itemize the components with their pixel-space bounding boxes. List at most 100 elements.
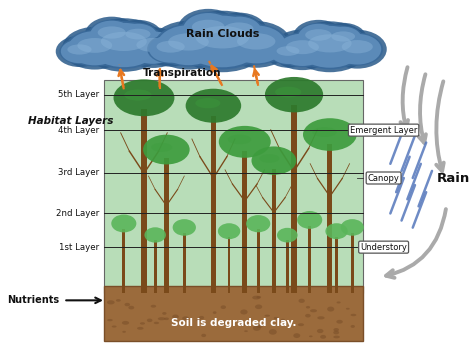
Ellipse shape [196,319,201,321]
Ellipse shape [333,331,339,334]
Ellipse shape [192,20,225,34]
Ellipse shape [216,17,262,46]
Ellipse shape [298,323,304,326]
Ellipse shape [144,31,198,67]
Ellipse shape [293,333,300,338]
Ellipse shape [154,322,159,324]
Ellipse shape [151,143,172,152]
Ellipse shape [59,39,100,64]
Ellipse shape [199,316,204,319]
Ellipse shape [293,20,344,54]
Ellipse shape [265,77,323,112]
Ellipse shape [272,30,333,70]
Ellipse shape [333,34,381,64]
Ellipse shape [140,322,145,325]
Ellipse shape [310,309,317,312]
Ellipse shape [342,40,373,53]
Ellipse shape [112,325,117,328]
Bar [351,233,354,293]
Ellipse shape [323,26,363,51]
Ellipse shape [276,46,300,56]
Ellipse shape [252,296,260,299]
Ellipse shape [181,16,264,67]
Ellipse shape [337,320,343,324]
Ellipse shape [325,223,348,239]
Bar [228,236,230,293]
Ellipse shape [253,325,261,331]
Ellipse shape [296,26,364,68]
Bar [286,240,289,293]
Ellipse shape [228,135,251,144]
Ellipse shape [111,215,137,232]
Ellipse shape [126,30,180,65]
Text: Soil is degraded clay.: Soil is degraded clay. [171,318,296,328]
Ellipse shape [147,319,153,322]
Ellipse shape [351,314,356,316]
Ellipse shape [122,321,129,325]
Text: 1st Layer: 1st Layer [59,243,99,252]
Ellipse shape [157,25,220,65]
Ellipse shape [116,299,121,302]
Ellipse shape [219,321,225,325]
Bar [242,151,247,293]
Ellipse shape [325,27,362,50]
Ellipse shape [149,35,192,63]
Ellipse shape [296,23,340,52]
Ellipse shape [182,316,189,320]
Ellipse shape [240,309,247,314]
Ellipse shape [88,23,159,67]
Ellipse shape [224,24,288,65]
Text: 2nd Layer: 2nd Layer [56,209,99,218]
Ellipse shape [256,296,261,298]
Ellipse shape [162,312,166,315]
Ellipse shape [270,42,306,64]
Ellipse shape [107,300,115,304]
Ellipse shape [174,11,271,72]
Ellipse shape [327,307,334,312]
Ellipse shape [85,21,162,69]
Ellipse shape [147,34,194,64]
Ellipse shape [303,118,357,151]
Ellipse shape [155,23,222,67]
Ellipse shape [269,41,307,65]
Ellipse shape [273,317,278,319]
Ellipse shape [275,87,301,97]
Bar [141,109,147,293]
Ellipse shape [320,335,326,339]
Ellipse shape [213,311,217,314]
Bar [328,144,332,293]
Ellipse shape [246,215,270,232]
Ellipse shape [82,18,166,72]
Ellipse shape [158,317,165,320]
Bar [308,226,311,293]
Text: Rain Clouds: Rain Clouds [186,30,259,40]
Ellipse shape [239,323,246,326]
Ellipse shape [305,29,332,41]
Text: Rain: Rain [437,172,470,184]
Ellipse shape [277,228,298,242]
Ellipse shape [351,325,355,328]
Ellipse shape [181,12,236,47]
Ellipse shape [290,21,370,72]
Text: Emergent Layer: Emergent Layer [350,126,417,135]
Ellipse shape [101,32,147,51]
Ellipse shape [328,30,387,69]
Ellipse shape [122,27,184,68]
Ellipse shape [128,306,134,309]
Ellipse shape [341,219,364,236]
Ellipse shape [269,329,277,335]
Ellipse shape [113,20,163,52]
Ellipse shape [107,319,113,321]
Ellipse shape [331,33,383,66]
Ellipse shape [125,29,151,40]
Bar [122,229,126,293]
Ellipse shape [56,36,103,67]
Ellipse shape [297,211,322,229]
Ellipse shape [305,314,311,318]
Ellipse shape [172,314,179,319]
Bar [335,236,338,293]
Ellipse shape [196,26,249,48]
Ellipse shape [211,12,267,49]
Ellipse shape [90,21,133,49]
Ellipse shape [275,32,330,67]
